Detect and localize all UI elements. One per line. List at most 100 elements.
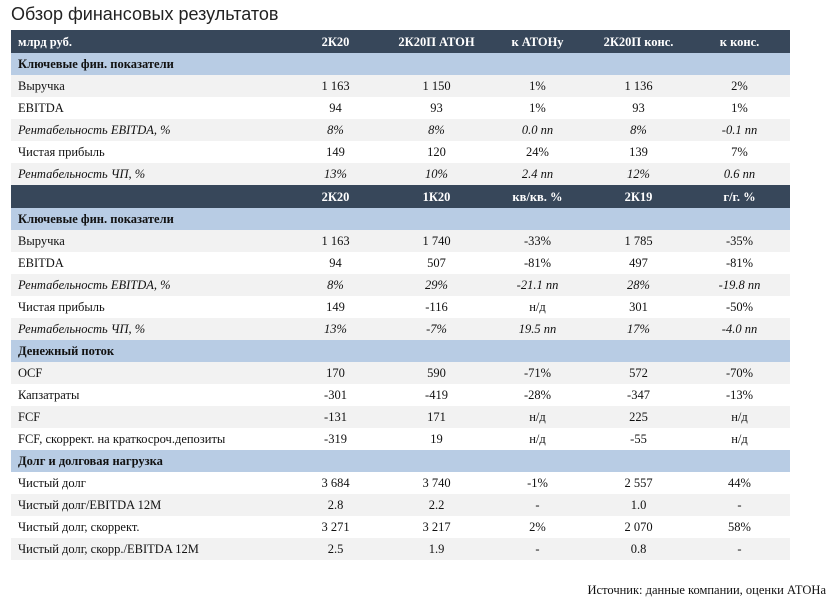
value-cell: 301 (629, 300, 648, 314)
value-cell: 497 (629, 256, 648, 270)
value-cell: -19.8 пп (689, 274, 790, 296)
value-cell: 2К19 (588, 185, 689, 208)
value-cell: 120 (427, 145, 446, 159)
value-cell: 2К20П конс. (588, 30, 689, 53)
value-cell: 44% (728, 476, 751, 490)
value-cell: -13% (725, 388, 754, 402)
row-label: Рентабельность ЧП, % (11, 163, 285, 185)
value-cell: 8% (285, 274, 386, 296)
value-cell: 0.0 пп (487, 119, 588, 141)
row-label: OCF (11, 362, 285, 384)
row-label: Выручка (11, 75, 285, 97)
table-row: Выручка 1 163 1 740 -33% 1 785 -35% (11, 230, 790, 252)
value-cell: 2.4 пп (487, 163, 588, 185)
value-cell: 170 (285, 362, 386, 384)
value-cell: -419 (425, 388, 448, 402)
value-cell: 28% (588, 274, 689, 296)
row-label: FCF, скоррект. на краткосроч.депозиты (18, 432, 226, 446)
value-cell: 3 217 (422, 520, 451, 534)
section-title: Ключевые фин. показатели (11, 53, 790, 75)
value-cell: 93 (430, 101, 443, 115)
value-cell: н/д (529, 300, 546, 314)
table-row: Капзатраты -301 -419 -28% -347 -13% (11, 384, 790, 406)
value-cell: -0.1 пп (689, 119, 790, 141)
row-label: Чистый долг (18, 476, 86, 490)
value-cell: 139 (629, 145, 648, 159)
value-cell: 7% (731, 145, 748, 159)
value-cell: -7% (386, 318, 487, 340)
section-title: Денежный поток (11, 340, 790, 362)
value-cell: 12% (588, 163, 689, 185)
table-row: Чистый долг, скорр./EBITDA 12M 2.5 1.9-0.8… (11, 538, 790, 560)
value-cell: 3 271 (321, 520, 350, 534)
value-cell: к АТОНу (487, 30, 588, 53)
row-label: FCF (11, 406, 285, 428)
value-cell: 2 070 (624, 520, 653, 534)
row-label: Чистый долг/EBITDA 12M (11, 494, 285, 516)
section-row: Ключевые фин. показатели (11, 208, 790, 230)
value-cell: 13% (285, 163, 386, 185)
value-cell: 1% (731, 101, 748, 115)
section-row: Денежный поток (11, 340, 790, 362)
value-cell: -131 (285, 406, 386, 428)
value-cell: 29% (386, 274, 487, 296)
table-row: Рентабельность EBITDA, % 8% 29% -21.1 пп 28%… (11, 274, 790, 296)
value-cell: 1.0 (588, 494, 689, 516)
value-cell: 8% (285, 119, 386, 141)
row-label: Чистый долг, скоррект. (18, 520, 140, 534)
value-cell: 2% (529, 520, 546, 534)
value-cell: 1 740 (386, 230, 487, 252)
value-cell: -70% (689, 362, 790, 384)
table-header-row: 2К20 1К20 кв/кв. % 2К19 г/г. % (11, 185, 790, 208)
value-cell: 2.8 (285, 494, 386, 516)
value-cell: -55 (630, 432, 647, 446)
row-label: Чистая прибыль (18, 300, 105, 314)
value-cell: 3 684 (321, 476, 350, 490)
value-cell: н/д (731, 432, 748, 446)
value-cell: 1 163 (285, 75, 386, 97)
value-cell: 2К20 (285, 185, 386, 208)
section-row: Ключевые фин. показатели (11, 53, 790, 75)
value-cell: 19 (430, 432, 443, 446)
row-label: Чистый долг, скорр./EBITDA 12M (11, 538, 285, 560)
value-cell: н/д (487, 406, 588, 428)
row-label: Рентабельность EBITDA, % (11, 274, 285, 296)
table-row: Рентабельность ЧП, % 13% 10% 2.4 пп 12% 0.6 п… (11, 163, 790, 185)
value-cell: 1К20 (386, 185, 487, 208)
value-cell: 2.2 (386, 494, 487, 516)
value-cell: 590 (386, 362, 487, 384)
value-cell: - (689, 538, 790, 560)
value-cell: - (487, 538, 588, 560)
row-label (11, 185, 285, 208)
value-cell: - (689, 494, 790, 516)
table-row: EBITDA 94 507 -81% 497 -81% (11, 252, 790, 274)
value-cell: 2К20П АТОН (386, 30, 487, 53)
row-label: Чистая прибыль (18, 145, 105, 159)
table-row: Чистый долг 3 684 3 740 -1% 2 557 44% (11, 472, 790, 494)
row-label: Выручка (11, 230, 285, 252)
row-label: Капзатраты (18, 388, 80, 402)
table-row: OCF 170 590 -71% 572 -70% (11, 362, 790, 384)
value-cell: 2.5 (285, 538, 386, 560)
value-cell: 58% (728, 520, 751, 534)
value-cell: 572 (588, 362, 689, 384)
value-cell: - (487, 494, 588, 516)
section-title: Долг и долговая нагрузка (11, 450, 790, 472)
value-cell: н/д (689, 406, 790, 428)
value-cell: 1 163 (285, 230, 386, 252)
table-header-row: млрд руб. 2К20 2К20П АТОН к АТОНу 2К20П конс… (11, 30, 790, 53)
row-label: Рентабельность EBITDA, % (11, 119, 285, 141)
table-row: Чистая прибыль 149 -116 н/д 301 -50% (11, 296, 790, 318)
value-cell: 3 740 (422, 476, 451, 490)
section-row: Долг и долговая нагрузка (11, 450, 790, 472)
value-cell: -33% (487, 230, 588, 252)
value-cell: 1% (487, 75, 588, 97)
value-cell: -301 (324, 388, 347, 402)
value-cell: -319 (324, 432, 347, 446)
value-cell: 1 150 (386, 75, 487, 97)
value-cell: -81% (523, 256, 552, 270)
value-cell: 225 (588, 406, 689, 428)
value-cell: 1 136 (588, 75, 689, 97)
table-row: Рентабельность ЧП, % 13% -7% 19.5 пп 17% -4.0… (11, 318, 790, 340)
value-cell: г/г. % (689, 185, 790, 208)
